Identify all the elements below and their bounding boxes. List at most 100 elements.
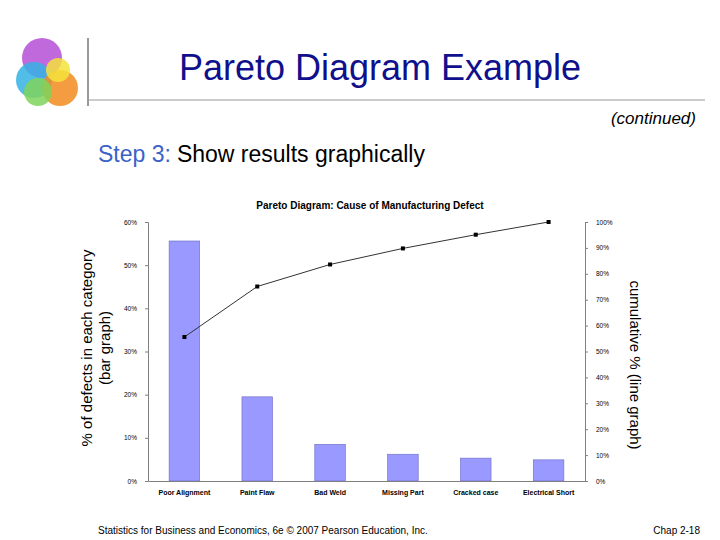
tick-label: 0% bbox=[128, 478, 138, 485]
tick-mark bbox=[585, 326, 588, 327]
tick-label: 30% bbox=[124, 348, 137, 355]
tick-mark bbox=[585, 429, 588, 430]
tick-mark bbox=[145, 222, 148, 223]
chart-title: Pareto Diagram: Cause of Manufacturing D… bbox=[256, 200, 484, 211]
tick-mark bbox=[585, 352, 588, 353]
tick-label: 60% bbox=[596, 322, 609, 329]
tick-label: 10% bbox=[124, 434, 137, 441]
line-marker bbox=[547, 220, 551, 224]
step-text: Show results graphically bbox=[177, 141, 426, 167]
step-label: Step 3: bbox=[98, 141, 171, 167]
slide: Pareto Diagram Example (continued) Step 3:… bbox=[0, 0, 720, 540]
chart: Pareto Diagram: Cause of Manufacturing D… bbox=[120, 190, 620, 502]
title-rule bbox=[88, 100, 705, 101]
line-marker bbox=[182, 335, 186, 339]
tick: 20% bbox=[124, 391, 148, 398]
tick: Bad Weld bbox=[314, 481, 346, 496]
tick: 0% bbox=[585, 478, 606, 485]
tick-label: 0% bbox=[596, 478, 606, 485]
tick-mark bbox=[585, 222, 588, 223]
tick-mark bbox=[585, 274, 588, 275]
tick: 90% bbox=[585, 244, 609, 251]
bar bbox=[388, 454, 419, 481]
tick-mark bbox=[145, 481, 148, 482]
tick-label: Electrical Short bbox=[523, 489, 575, 496]
tick-label: 10% bbox=[596, 452, 609, 459]
logo bbox=[16, 38, 78, 106]
slide-subtitle: (continued) bbox=[611, 109, 696, 128]
tick-label: Bad Weld bbox=[314, 489, 346, 496]
tick: 30% bbox=[585, 400, 609, 407]
tick-mark bbox=[585, 377, 588, 378]
tick-mark bbox=[145, 308, 148, 309]
axis-line bbox=[149, 481, 586, 482]
tick: 50% bbox=[124, 262, 148, 269]
tick-label: Missing Part bbox=[382, 489, 424, 497]
tick: 40% bbox=[585, 374, 609, 381]
line-marker bbox=[255, 284, 259, 288]
y-axis: 0% 10% 20% 30% 40% 50% 60% bbox=[124, 219, 149, 485]
tick-label: 50% bbox=[124, 262, 137, 269]
tick-label: 70% bbox=[596, 296, 609, 303]
tick-label: 50% bbox=[596, 348, 609, 355]
tick-mark bbox=[145, 265, 148, 266]
tick-label: 30% bbox=[596, 400, 609, 407]
chart-background bbox=[120, 190, 620, 502]
tick-mark bbox=[585, 403, 588, 404]
tick-label: 20% bbox=[124, 391, 137, 398]
step-heading: Step 3:Show results graphically bbox=[98, 141, 425, 167]
tick: 0% bbox=[128, 478, 148, 485]
tick: Poor Alignment bbox=[158, 481, 211, 497]
tick: 10% bbox=[585, 452, 609, 459]
bar bbox=[533, 460, 564, 481]
slide-title: Pareto Diagram Example bbox=[179, 47, 581, 88]
tick: Missing Part bbox=[382, 481, 424, 497]
plot-marks bbox=[169, 220, 564, 481]
y2-axis-title: cumulative % (line graph) bbox=[627, 280, 644, 449]
axis-line bbox=[145, 223, 149, 482]
line-marker bbox=[474, 233, 478, 237]
logo-circle bbox=[24, 78, 52, 106]
tick-label: 100% bbox=[596, 219, 613, 226]
tick: 80% bbox=[585, 270, 609, 277]
y2-axis: 0% 10% 20% 30% 40% 50% 60% 70% 80% 90% 100% bbox=[585, 219, 613, 485]
tick-label: 80% bbox=[596, 270, 609, 277]
footer-left: Statistics for Business and Economics, 6… bbox=[98, 525, 428, 536]
tick: Cracked case bbox=[453, 481, 498, 496]
tick-mark bbox=[585, 455, 588, 456]
tick-label: 40% bbox=[596, 374, 609, 381]
tick-label: 40% bbox=[124, 305, 137, 312]
bar bbox=[460, 458, 491, 481]
tick-label: 20% bbox=[596, 426, 609, 433]
y-axis-title: (bar graph) bbox=[96, 311, 113, 385]
tick: 10% bbox=[124, 434, 148, 441]
tick: 100% bbox=[585, 219, 613, 226]
tick-label: Poor Alignment bbox=[158, 489, 211, 497]
tick: 20% bbox=[585, 426, 609, 433]
line-marker bbox=[328, 262, 332, 266]
tick-mark bbox=[585, 248, 588, 249]
line-marker bbox=[401, 246, 405, 250]
tick-label: 60% bbox=[124, 219, 137, 226]
tick: 60% bbox=[585, 322, 609, 329]
tick: Paint Flaw bbox=[240, 481, 275, 496]
x-axis: Poor Alignment Paint Flaw Bad Weld Missing … bbox=[149, 481, 586, 497]
tick: 40% bbox=[124, 305, 148, 312]
logo-circle bbox=[46, 58, 70, 82]
tick-mark bbox=[585, 300, 588, 301]
tick-mark bbox=[145, 395, 148, 396]
tick-mark bbox=[145, 352, 148, 353]
axis-line bbox=[586, 223, 589, 482]
tick: 50% bbox=[585, 348, 609, 355]
cumulative-line bbox=[184, 222, 548, 337]
bar bbox=[315, 444, 346, 481]
title-rule-vertical bbox=[87, 38, 89, 106]
tick-label: Paint Flaw bbox=[240, 489, 275, 496]
tick: 30% bbox=[124, 348, 148, 355]
tick-mark bbox=[145, 438, 148, 439]
tick-label: 90% bbox=[596, 244, 609, 251]
tick: Electrical Short bbox=[523, 481, 575, 496]
bar bbox=[242, 397, 273, 481]
tick-label: Cracked case bbox=[453, 489, 498, 496]
bar bbox=[169, 241, 200, 481]
